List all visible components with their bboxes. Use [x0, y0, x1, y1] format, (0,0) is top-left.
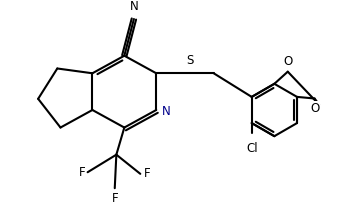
- Text: S: S: [186, 54, 193, 67]
- Text: N: N: [162, 105, 171, 118]
- Text: F: F: [79, 166, 85, 179]
- Text: N: N: [130, 0, 138, 13]
- Text: F: F: [143, 167, 150, 180]
- Text: O: O: [283, 55, 292, 68]
- Text: O: O: [310, 102, 319, 115]
- Text: Cl: Cl: [246, 142, 257, 155]
- Text: F: F: [112, 192, 118, 205]
